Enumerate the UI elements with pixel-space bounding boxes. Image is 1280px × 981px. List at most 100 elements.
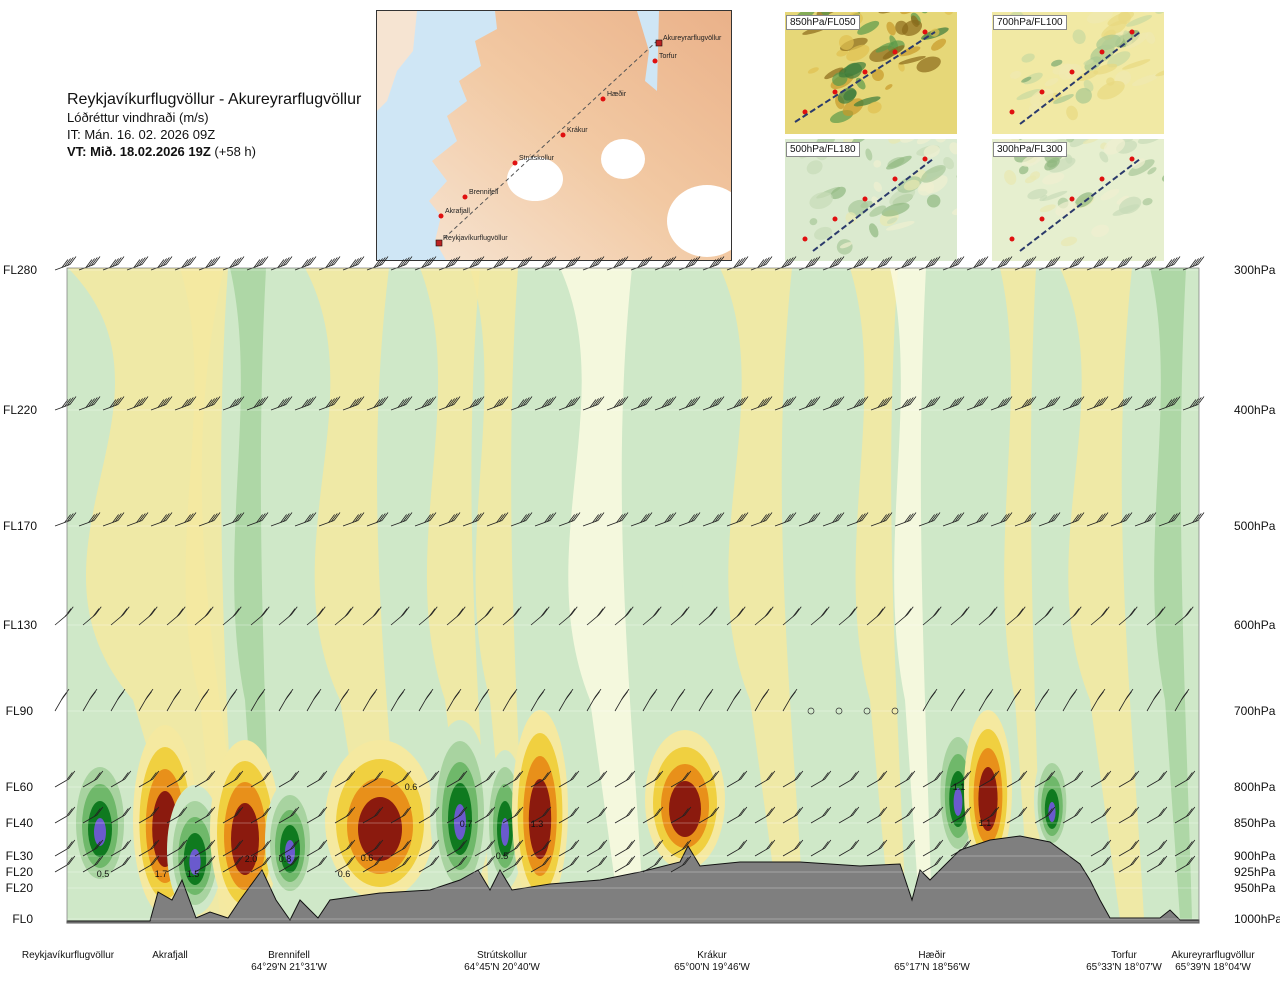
wind-barb xyxy=(166,606,186,626)
wind-barb xyxy=(1118,770,1140,788)
wind-barb xyxy=(642,855,664,873)
wind-barb xyxy=(530,606,550,626)
wind-barb xyxy=(798,512,821,527)
wind-barb xyxy=(978,770,1000,788)
wind-barb xyxy=(863,707,871,715)
value-label: 0.8 xyxy=(279,854,292,864)
wind-barb xyxy=(942,396,965,411)
wind-barb xyxy=(558,512,581,527)
value-label: 1.7 xyxy=(155,869,168,879)
wind-barb xyxy=(418,688,434,712)
wind-barb xyxy=(754,770,776,788)
wind-barb xyxy=(222,396,245,411)
wind-barb xyxy=(966,512,989,527)
terrain xyxy=(66,835,1200,924)
wind-barb xyxy=(246,396,269,411)
wind-barb xyxy=(502,839,524,857)
wind-barb xyxy=(798,256,821,271)
wind-barb xyxy=(1062,396,1085,411)
value-label: 1.5 xyxy=(187,869,200,879)
map-point-label: Krákur xyxy=(567,127,588,134)
wind-barb xyxy=(502,688,518,712)
map-point: Akrafjall xyxy=(438,208,470,219)
wind-barb xyxy=(846,256,869,271)
map-point: Akureyrarflugvöllur xyxy=(655,35,722,47)
wind-barb xyxy=(102,512,125,527)
wind-barb xyxy=(1086,256,1109,271)
location-name: Brennifell xyxy=(268,950,310,961)
fl-label: FL20 xyxy=(5,881,33,895)
wind-barb xyxy=(174,512,197,527)
wind-barb xyxy=(838,770,860,788)
wind-barb xyxy=(670,606,690,626)
wind-barb xyxy=(294,396,317,411)
wind-barb xyxy=(474,839,496,857)
wind-barb xyxy=(726,512,749,527)
wind-barb xyxy=(294,512,317,527)
wind-barb xyxy=(698,806,720,824)
wind-barb xyxy=(1034,770,1056,788)
wind-barb xyxy=(1086,396,1109,411)
wind-barb xyxy=(698,606,718,626)
wind-barb xyxy=(250,606,270,626)
wind-barb xyxy=(534,396,557,411)
wind-barb xyxy=(654,396,677,411)
wind-barb xyxy=(1062,256,1085,271)
wind-barb xyxy=(306,688,322,712)
wind-barb xyxy=(606,256,629,271)
wind-barb xyxy=(306,770,328,788)
value-label: 0.5 xyxy=(97,869,110,879)
wind-barb xyxy=(446,606,466,626)
wind-barb xyxy=(642,839,664,857)
route-title: Reykjavíkurflugvöllur - Akureyrarflugvöl… xyxy=(67,91,362,108)
wind-barb xyxy=(530,688,546,712)
wind-barb xyxy=(166,770,188,788)
wind-barb xyxy=(1174,855,1196,873)
pressure-label: 900hPa xyxy=(1234,849,1276,863)
wind-barb xyxy=(362,606,382,626)
wind-barb xyxy=(774,512,797,527)
wind-barb xyxy=(1090,806,1112,824)
wind-barb xyxy=(614,770,636,788)
wind-barb xyxy=(1174,806,1196,824)
wind-barb xyxy=(110,606,130,626)
wind-barb xyxy=(110,770,132,788)
wind-barb xyxy=(342,512,365,527)
wind-barb xyxy=(82,770,104,788)
wind-barb xyxy=(1118,839,1140,857)
location-coord: 64°29'N 21°31'W xyxy=(251,962,327,973)
wind-barb xyxy=(438,396,461,411)
wind-barb xyxy=(306,806,328,824)
route-map: Akureyrarflugvöllur Torfur Hæðir Krákur Strú… xyxy=(376,10,732,261)
wind-barb xyxy=(922,770,944,788)
wind-barb xyxy=(1034,606,1054,626)
motion-cell xyxy=(645,730,725,870)
wind-barb xyxy=(1062,806,1084,824)
wind-barb xyxy=(82,855,104,873)
wind-barb xyxy=(774,256,797,271)
wind-barb xyxy=(194,839,216,857)
wind-barb xyxy=(78,396,101,411)
wind-barb xyxy=(390,806,412,824)
wind-barb xyxy=(1090,606,1110,626)
fl-label: FL280 xyxy=(3,263,38,277)
wind-barb xyxy=(166,839,188,857)
wind-barb xyxy=(126,512,149,527)
wind-barb xyxy=(534,512,557,527)
fl-label: FL60 xyxy=(5,780,33,794)
wind-barb xyxy=(866,839,888,857)
panel-label: 500hPa/FL180 xyxy=(786,142,860,157)
wind-barb xyxy=(1158,512,1181,527)
wind-barb xyxy=(822,512,845,527)
wind-barb xyxy=(138,688,154,712)
pressure-label: 850hPa xyxy=(1234,816,1276,830)
wind-barb xyxy=(807,707,815,715)
wind-barb xyxy=(390,512,413,527)
wind-barb xyxy=(838,806,860,824)
wind-barb xyxy=(866,806,888,824)
wind-barb xyxy=(678,512,701,527)
wind-barb xyxy=(586,839,608,857)
wind-barb xyxy=(270,396,293,411)
wind-barb xyxy=(474,855,496,873)
vertical-motion-band xyxy=(890,268,932,919)
